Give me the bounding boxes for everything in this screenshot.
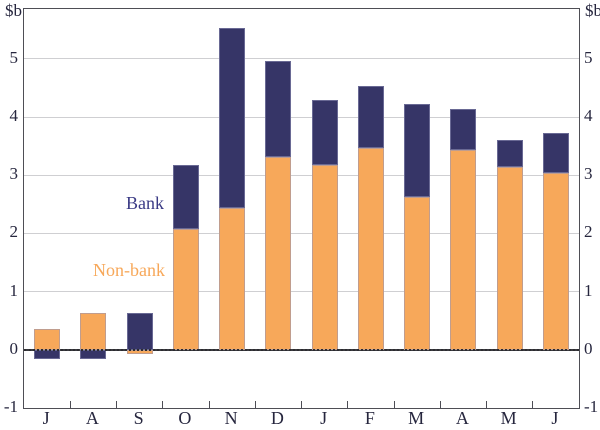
bank-bar-segment — [34, 349, 61, 359]
gridline — [24, 291, 579, 293]
y-axis-tick-label-right: -1 — [584, 397, 599, 416]
x-axis-label: J — [42, 408, 50, 428]
non-bank-bar-segment — [265, 157, 292, 350]
y-axis-unit-label-left: $b — [5, 1, 22, 20]
x-axis-label: D — [270, 408, 284, 428]
x-axis-label: M — [500, 408, 517, 428]
non-bank-series-label: Non-bank — [93, 260, 165, 280]
non-bank-bar-segment — [172, 228, 199, 350]
non-bank-bar-segment — [311, 164, 338, 350]
x-axis-label: O — [178, 408, 192, 428]
non-bank-bar-segment — [450, 149, 477, 350]
bank-bar-segment — [450, 109, 477, 150]
gridline — [24, 58, 579, 60]
y-axis-tick-label-left: 2 — [9, 222, 19, 242]
non-bank-bar-segment — [496, 167, 523, 350]
non-bank-bar-segment — [219, 208, 246, 350]
x-axis-label: N — [224, 408, 238, 428]
y-axis-unit-label-right: $b — [585, 1, 600, 20]
x-axis-tick — [486, 401, 487, 408]
x-axis-label: A — [85, 408, 99, 428]
zero-baseline-dotted — [24, 348, 579, 351]
x-axis-label: J — [551, 408, 559, 428]
bank-bar-segment — [357, 86, 384, 148]
non-bank-bar-segment — [80, 312, 107, 350]
y-axis-tick-label-left: -1 — [3, 397, 18, 416]
x-axis-label: A — [455, 408, 469, 428]
x-axis-tick — [347, 401, 349, 408]
x-axis-tick — [162, 401, 164, 408]
bank-bar-segment — [80, 349, 107, 360]
bank-bar-segment — [542, 133, 569, 174]
y-axis-tick-label-right: 3 — [584, 164, 593, 184]
bank-bar-segment — [265, 61, 292, 158]
plot-area: Bank Non-bank — [23, 8, 580, 409]
y-axis-tick-label-left: 1 — [9, 280, 19, 300]
x-axis-label: S — [133, 408, 144, 428]
x-axis-tick — [301, 401, 302, 408]
bank-bar-segment — [219, 28, 246, 209]
non-bank-bar-segment — [542, 173, 569, 350]
x-axis-tick — [393, 401, 395, 408]
x-axis-tick — [532, 401, 534, 408]
bank-series-label: Bank — [126, 193, 164, 213]
gridline — [24, 174, 579, 176]
y-axis-tick-label-right: 2 — [584, 222, 593, 242]
y-axis-tick-label-left: 3 — [9, 164, 19, 184]
y-axis-tick-label-left: 0 — [9, 338, 19, 358]
x-axis-tick — [254, 401, 256, 408]
non-bank-bar-segment — [357, 147, 384, 350]
bank-bar-segment — [311, 100, 338, 165]
x-axis-tick — [116, 401, 117, 408]
bank-bar-segment — [126, 312, 153, 350]
y-axis-tick-label-left: 4 — [9, 106, 19, 126]
y-axis-tick-label-left: 5 — [9, 47, 19, 67]
x-axis-label: M — [408, 408, 425, 428]
non-bank-bar-segment — [404, 197, 431, 350]
x-axis-tick — [69, 401, 71, 408]
y-axis-tick-label-right: 0 — [584, 338, 593, 358]
gridline — [24, 116, 579, 118]
bank-bar-segment — [496, 140, 523, 168]
x-axis-tick — [439, 401, 441, 408]
bank-bar-segment — [404, 104, 431, 198]
y-axis-tick-label-right: 1 — [584, 280, 593, 300]
x-axis-tick — [208, 401, 210, 408]
x-axis-label: F — [364, 408, 375, 428]
non-bank-bar-segment — [34, 329, 61, 350]
bank-bar-segment — [172, 164, 199, 229]
gridline — [24, 232, 579, 234]
x-axis-label: J — [320, 408, 328, 428]
y-axis-tick-label-right: 5 — [584, 47, 593, 67]
y-axis-tick-label-right: 4 — [584, 106, 593, 126]
